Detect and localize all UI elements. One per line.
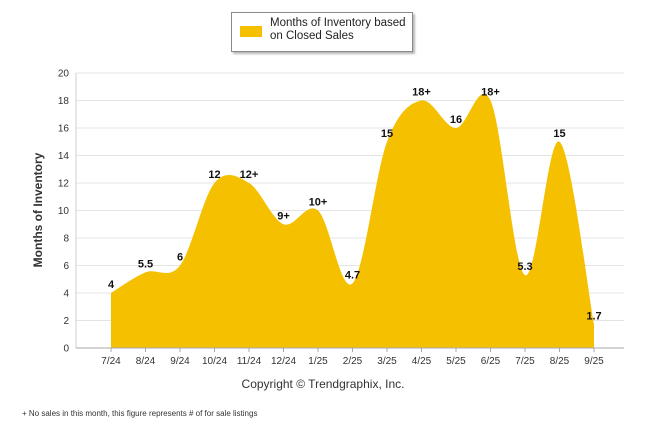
x-tick-label: 3/25	[377, 356, 397, 367]
x-axis-ticks: 7/24 8/24 9/24 10/24 11/24 12/24 1/25 2/25 3/25 4…	[101, 348, 604, 367]
data-label: 9+	[277, 210, 290, 222]
y-tick-label: 18	[58, 96, 70, 107]
x-tick-label: 9/24	[170, 356, 190, 367]
x-tick-label: 5/25	[446, 356, 466, 367]
data-label: 18+	[481, 87, 500, 99]
data-label: 5.5	[138, 258, 153, 270]
x-tick-label: 7/24	[101, 356, 121, 367]
data-label: 10+	[309, 197, 328, 209]
legend-label-line1: Months of Inventory based	[270, 17, 406, 29]
legend-swatch	[240, 26, 262, 37]
y-tick-label: 0	[63, 344, 69, 355]
data-label: 16	[450, 114, 462, 126]
data-label: 12+	[240, 169, 259, 181]
y-tick-label: 14	[58, 151, 70, 162]
x-tick-label: 1/25	[308, 356, 328, 367]
x-tick-label: 4/25	[412, 356, 432, 367]
y-tick-label: 4	[63, 289, 69, 300]
y-tick-label: 8	[63, 234, 69, 245]
x-tick-label: 12/24	[271, 356, 296, 367]
y-tick-label: 10	[58, 206, 70, 217]
x-tick-label: 2/25	[343, 356, 363, 367]
y-tick-label: 6	[63, 261, 69, 272]
axes	[75, 73, 624, 349]
y-axis-ticks: 0 2 4 6 8 10 12 14 16 18 20	[58, 69, 70, 355]
y-tick-label: 2	[63, 316, 69, 327]
data-label: 1.7	[586, 311, 601, 323]
x-tick-label: 8/24	[136, 356, 156, 367]
data-labels: 4 5.5 6 12 12+ 9+ 10+ 4.7 15 18+ 16 18+ 5.3 15 1.7	[108, 87, 602, 323]
legend: Months of Inventory based on Closed Sale…	[231, 12, 413, 52]
data-label: 15	[381, 128, 393, 140]
y-tick-label: 16	[58, 124, 70, 135]
data-label: 4	[108, 279, 115, 291]
x-tick-label: 6/25	[481, 356, 501, 367]
y-axis-label: Months of Inventory	[31, 152, 45, 267]
x-tick-label: 11/24	[237, 356, 262, 367]
x-tick-label: 7/25	[515, 356, 535, 367]
legend-label-line2: on Closed Sales	[270, 30, 354, 42]
area-series	[111, 93, 594, 348]
data-label: 15	[553, 128, 565, 140]
data-label: 5.3	[517, 261, 532, 273]
area-fill	[111, 93, 594, 348]
x-tick-label: 8/25	[550, 356, 570, 367]
y-tick-label: 12	[58, 179, 70, 190]
x-tick-label: 10/24	[202, 356, 227, 367]
data-label: 18+	[412, 87, 431, 99]
data-label: 6	[177, 252, 183, 264]
legend-label: Months of Inventory based on Closed Sale…	[270, 17, 410, 43]
footnote-text: + No sales in this month, this figure re…	[22, 409, 258, 418]
x-tick-label: 9/25	[584, 356, 604, 367]
copyright-text: Copyright © Trendgraphix, Inc.	[241, 377, 405, 391]
data-label: 12	[208, 169, 220, 181]
y-tick-label: 20	[58, 69, 70, 80]
data-label: 4.7	[345, 269, 360, 281]
